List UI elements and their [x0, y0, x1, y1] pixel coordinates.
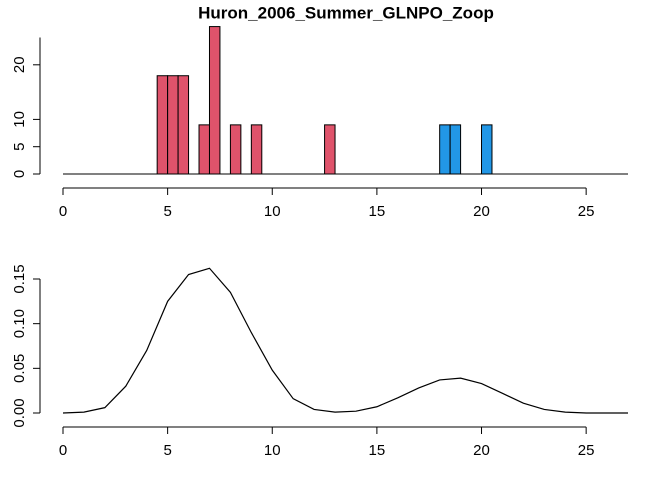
chart-title: Huron_2006_Summer_GLNPO_Zoop: [198, 3, 494, 22]
y-tick-label: 10: [11, 111, 28, 128]
bar: [198, 124, 210, 175]
y-tick-label: 0: [11, 170, 28, 178]
y-tick-label: 0.10: [11, 309, 28, 338]
x-tick-label: 25: [578, 442, 595, 459]
x-tick-label: 25: [578, 203, 595, 220]
y-tick-label: 0.15: [11, 264, 28, 293]
y-tick-label: 0.00: [11, 398, 28, 427]
bar: [208, 26, 221, 175]
bar: [177, 75, 190, 175]
x-tick-label: 5: [163, 442, 171, 459]
x-tick-label: 15: [369, 203, 386, 220]
x-tick-label: 10: [264, 203, 281, 220]
x-tick-label: 20: [473, 203, 490, 220]
x-tick-label: 15: [369, 442, 386, 459]
bar: [481, 124, 493, 175]
y-tick-label: 20: [11, 56, 28, 73]
bar: [167, 75, 179, 175]
y-tick-label: 5: [11, 143, 28, 151]
bar: [439, 124, 451, 175]
x-tick-label: 10: [264, 442, 281, 459]
bar: [156, 75, 169, 175]
x-tick-label: 0: [59, 442, 67, 459]
y-tick-label: 0.05: [11, 354, 28, 383]
x-tick-label: 0: [59, 203, 67, 220]
bar: [324, 124, 336, 175]
bar: [229, 124, 242, 175]
density-line: [62, 267, 628, 414]
x-tick-label: 5: [163, 203, 171, 220]
bar: [449, 124, 462, 175]
bar: [250, 124, 263, 175]
x-tick-label: 20: [473, 442, 490, 459]
